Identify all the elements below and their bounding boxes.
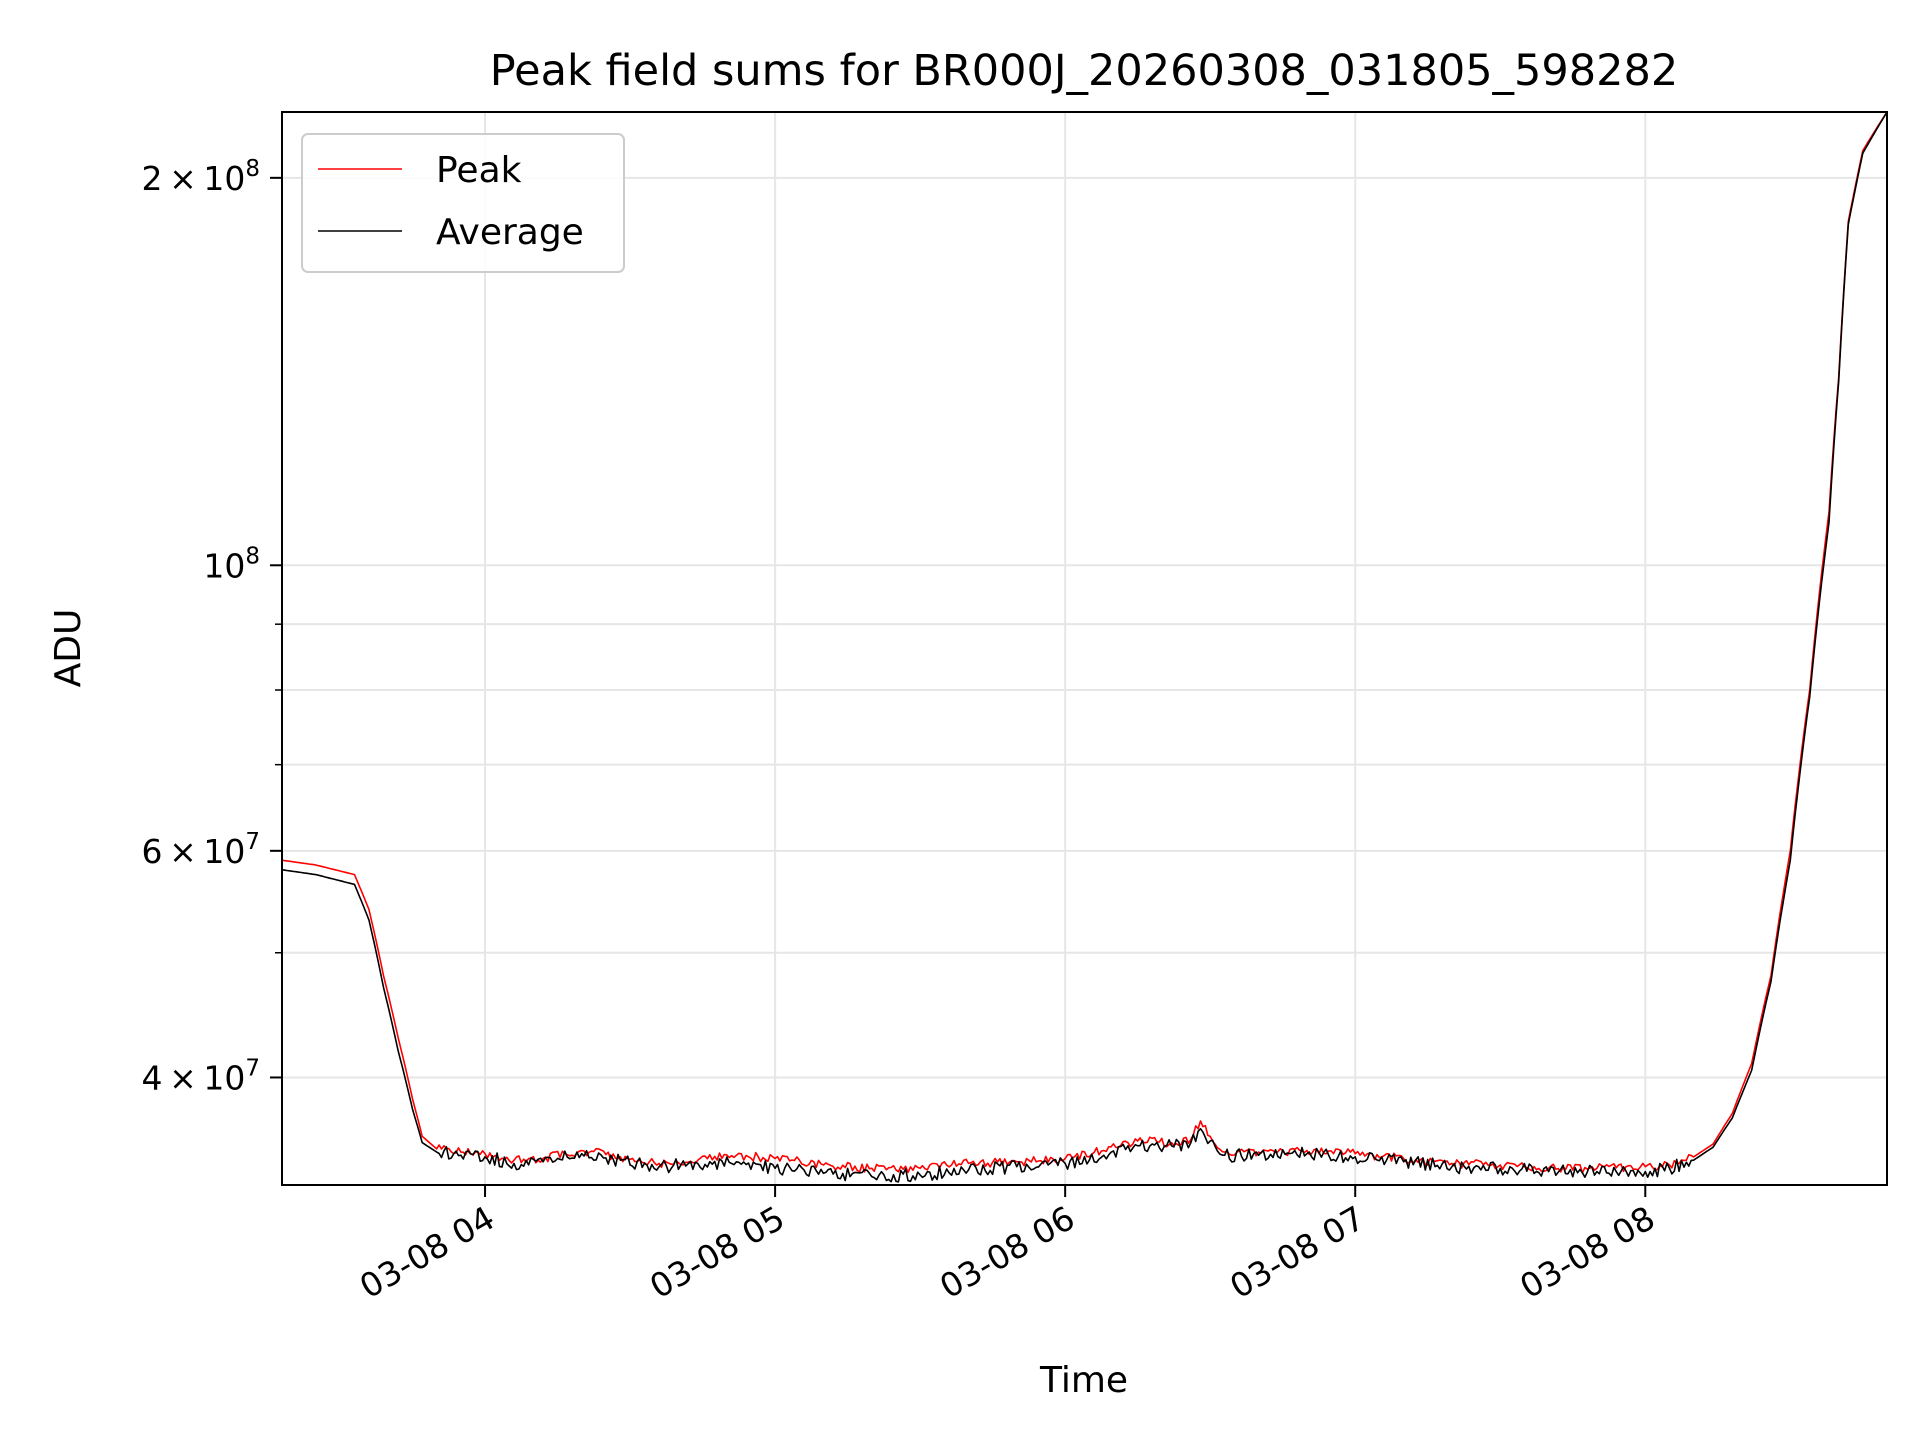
y-axis-label: ADU xyxy=(48,609,89,688)
y-tick-label: 6 × 107 xyxy=(142,829,260,871)
y-tick-label: 2 × 108 xyxy=(142,156,260,198)
plot-frame xyxy=(281,111,1888,1186)
y-axis: 4 × 107 6 × 107 108 2 × 108 xyxy=(142,156,282,1097)
series-lines xyxy=(281,111,1888,1183)
x-axis-label: Time xyxy=(1039,1360,1128,1401)
y-tick-label: 108 xyxy=(203,543,260,585)
legend: Peak Average xyxy=(301,133,625,273)
y-tick-label: 4 × 107 xyxy=(142,1055,260,1097)
chart-title: Peak field sums for BR000J_20260308_0318… xyxy=(490,46,1678,96)
legend-label-peak: Peak xyxy=(436,150,522,191)
legend-label-average: Average xyxy=(436,212,584,253)
series-line-peak xyxy=(281,111,1888,1174)
series-line-average xyxy=(281,111,1888,1183)
grid xyxy=(282,112,1887,1185)
